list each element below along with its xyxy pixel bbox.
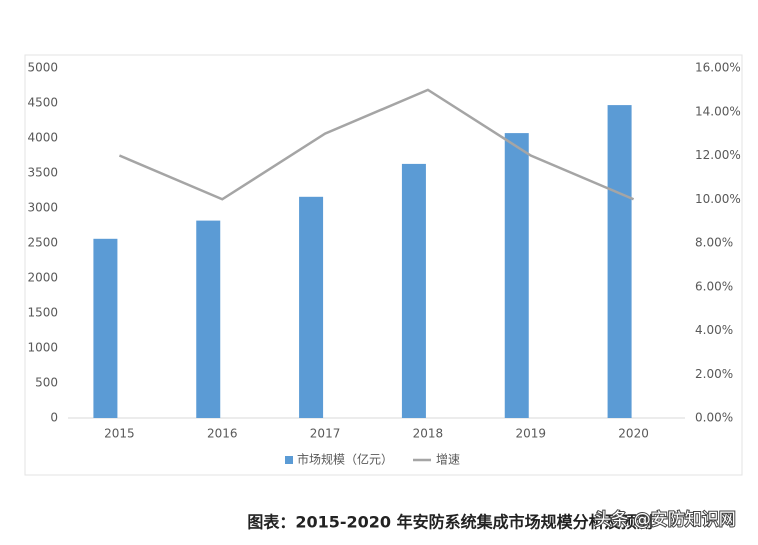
legend-label: 增速: [436, 453, 460, 467]
legend-swatch: [285, 456, 293, 464]
y2-tick-label: 2.00%: [695, 367, 733, 381]
y2-tick-label: 6.00%: [695, 279, 733, 293]
caption: 图表：2015-2020 年安防系统集成市场规模分析及预测: [247, 513, 652, 532]
y-tick-label: 3000: [27, 201, 58, 215]
y2-tick-label: 14.00%: [695, 104, 741, 118]
y-tick-label: 500: [35, 376, 58, 390]
y-tick-label: 1500: [27, 306, 58, 320]
y2-tick-label: 8.00%: [695, 236, 733, 250]
x-tick-label: 2015: [104, 427, 135, 441]
y2-tick-label: 0.00%: [695, 411, 733, 425]
y2-tick-label: 12.00%: [695, 148, 741, 162]
x-tick-label: 2017: [310, 427, 341, 441]
y-tick-label: 2000: [27, 271, 58, 285]
y-tick-label: 0: [50, 411, 58, 425]
x-tick-label: 2018: [413, 427, 444, 441]
y-tick-label: 1000: [27, 341, 58, 355]
line: [118, 88, 635, 201]
chart-frame: [24, 54, 743, 476]
y2-tick-label: 4.00%: [695, 323, 733, 337]
bar: [607, 105, 632, 418]
y-tick-label: 4000: [27, 131, 58, 145]
y-tick-label: 3500: [27, 166, 58, 180]
bar: [196, 220, 221, 418]
bar: [401, 163, 426, 418]
watermark: 头条 @安防知识网: [594, 510, 735, 530]
bar: [504, 133, 529, 418]
bar: [299, 196, 324, 418]
legend-label: 市场规模（亿元）: [297, 452, 393, 467]
y2-tick-label: 10.00%: [695, 192, 741, 206]
y2-tick-label: 16.00%: [695, 61, 741, 75]
y-tick-label: 2500: [27, 236, 58, 250]
bar: [93, 238, 118, 418]
x-tick-label: 2020: [618, 427, 649, 441]
y-tick-label: 5000: [27, 61, 58, 75]
x-tick-label: 2019: [515, 427, 546, 441]
x-tick-label: 2016: [207, 427, 238, 441]
y-tick-label: 4500: [27, 96, 58, 110]
